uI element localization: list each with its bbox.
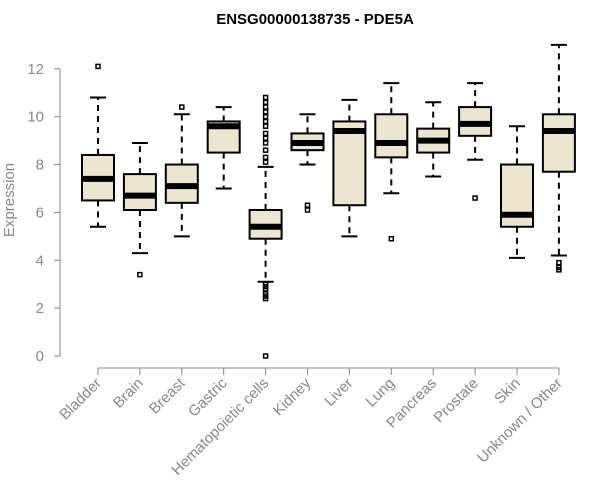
outlier-point: [262, 104, 269, 110]
x-tick-label: Bladder: [56, 375, 105, 424]
y-tick-label: 6: [36, 204, 44, 221]
outlier-point: [262, 130, 269, 137]
x-tick-label: Lung: [363, 375, 399, 411]
outlier-point: [472, 195, 478, 201]
outlier-point: [388, 235, 395, 242]
outlier-point: [179, 104, 185, 110]
x-tick-label: Breast: [146, 374, 189, 417]
y-axis-label: Expression: [1, 163, 18, 237]
outlier-point: [262, 99, 269, 106]
outlier-point: [262, 123, 269, 129]
y-tick-label: 4: [36, 252, 44, 269]
outlier-point: [137, 271, 143, 278]
x-tick-label: Brain: [110, 375, 147, 412]
outlier-point: [304, 207, 311, 213]
outlier-point: [262, 281, 269, 287]
outlier-point: [556, 259, 562, 266]
outlier-point: [262, 147, 269, 153]
x-tick-label: Prostate: [430, 375, 482, 427]
outlier-point: [262, 140, 269, 146]
box-series: [81, 43, 576, 359]
outlier-point: [262, 118, 269, 125]
outlier-point: [262, 113, 269, 120]
outlier-point: [95, 63, 101, 70]
y-tick-label: 12: [27, 61, 44, 78]
outlier-point: [262, 94, 269, 101]
outlier-point: [262, 291, 269, 297]
x-tick-label: Kidney: [270, 374, 315, 419]
y-tick-label: 0: [36, 348, 44, 365]
outlier-point: [262, 154, 269, 161]
box-iqr: [332, 120, 367, 207]
y-axis: 0 2 4 6 8 10 12: [27, 61, 61, 365]
y-tick-label: 8: [36, 157, 44, 174]
box-iqr: [541, 113, 576, 173]
box-iqr: [374, 113, 409, 159]
y-tick-label: 10: [27, 109, 44, 126]
outlier-point: [304, 202, 311, 208]
box-iqr: [122, 173, 157, 212]
outlier-point: [262, 159, 269, 165]
chart-title: ENSG00000138735 - PDE5A: [216, 11, 414, 28]
x-tick-label: Liver: [321, 375, 356, 410]
outlier-point: [262, 353, 269, 359]
outlier-point: [262, 135, 269, 141]
y-tick-label: 2: [36, 300, 44, 317]
x-tick-label: Skin: [491, 375, 524, 408]
outlier-point: [556, 264, 562, 271]
outlier-point: [262, 109, 269, 115]
